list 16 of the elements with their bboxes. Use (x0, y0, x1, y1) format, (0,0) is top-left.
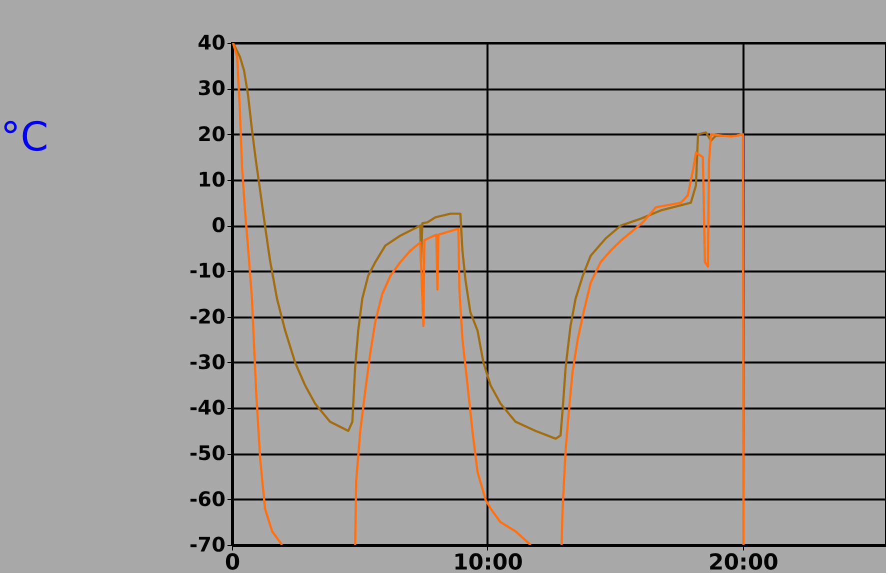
y-tick-label: -30 (189, 350, 226, 374)
y-tick-label: 10 (198, 167, 226, 192)
y-tick-label: -10 (189, 258, 226, 283)
y-tick-label: 40 (198, 30, 226, 54)
y-tick-label: -70 (189, 532, 226, 556)
y-axis-title: °C (0, 114, 48, 160)
y-tick-label: -20 (189, 304, 226, 328)
x-tick-label: 20:00 (708, 550, 778, 575)
y-tick-label: -50 (189, 441, 226, 466)
y-tick-label: 0 (212, 213, 226, 238)
x-tick-label: 0 (224, 550, 240, 575)
y-tick-label: 20 (198, 122, 226, 146)
x-tick-label: 10:00 (452, 550, 523, 575)
y-tick-label: -40 (189, 396, 226, 420)
y-tick-label: -60 (189, 486, 226, 511)
y-tick-label: 30 (198, 76, 226, 100)
